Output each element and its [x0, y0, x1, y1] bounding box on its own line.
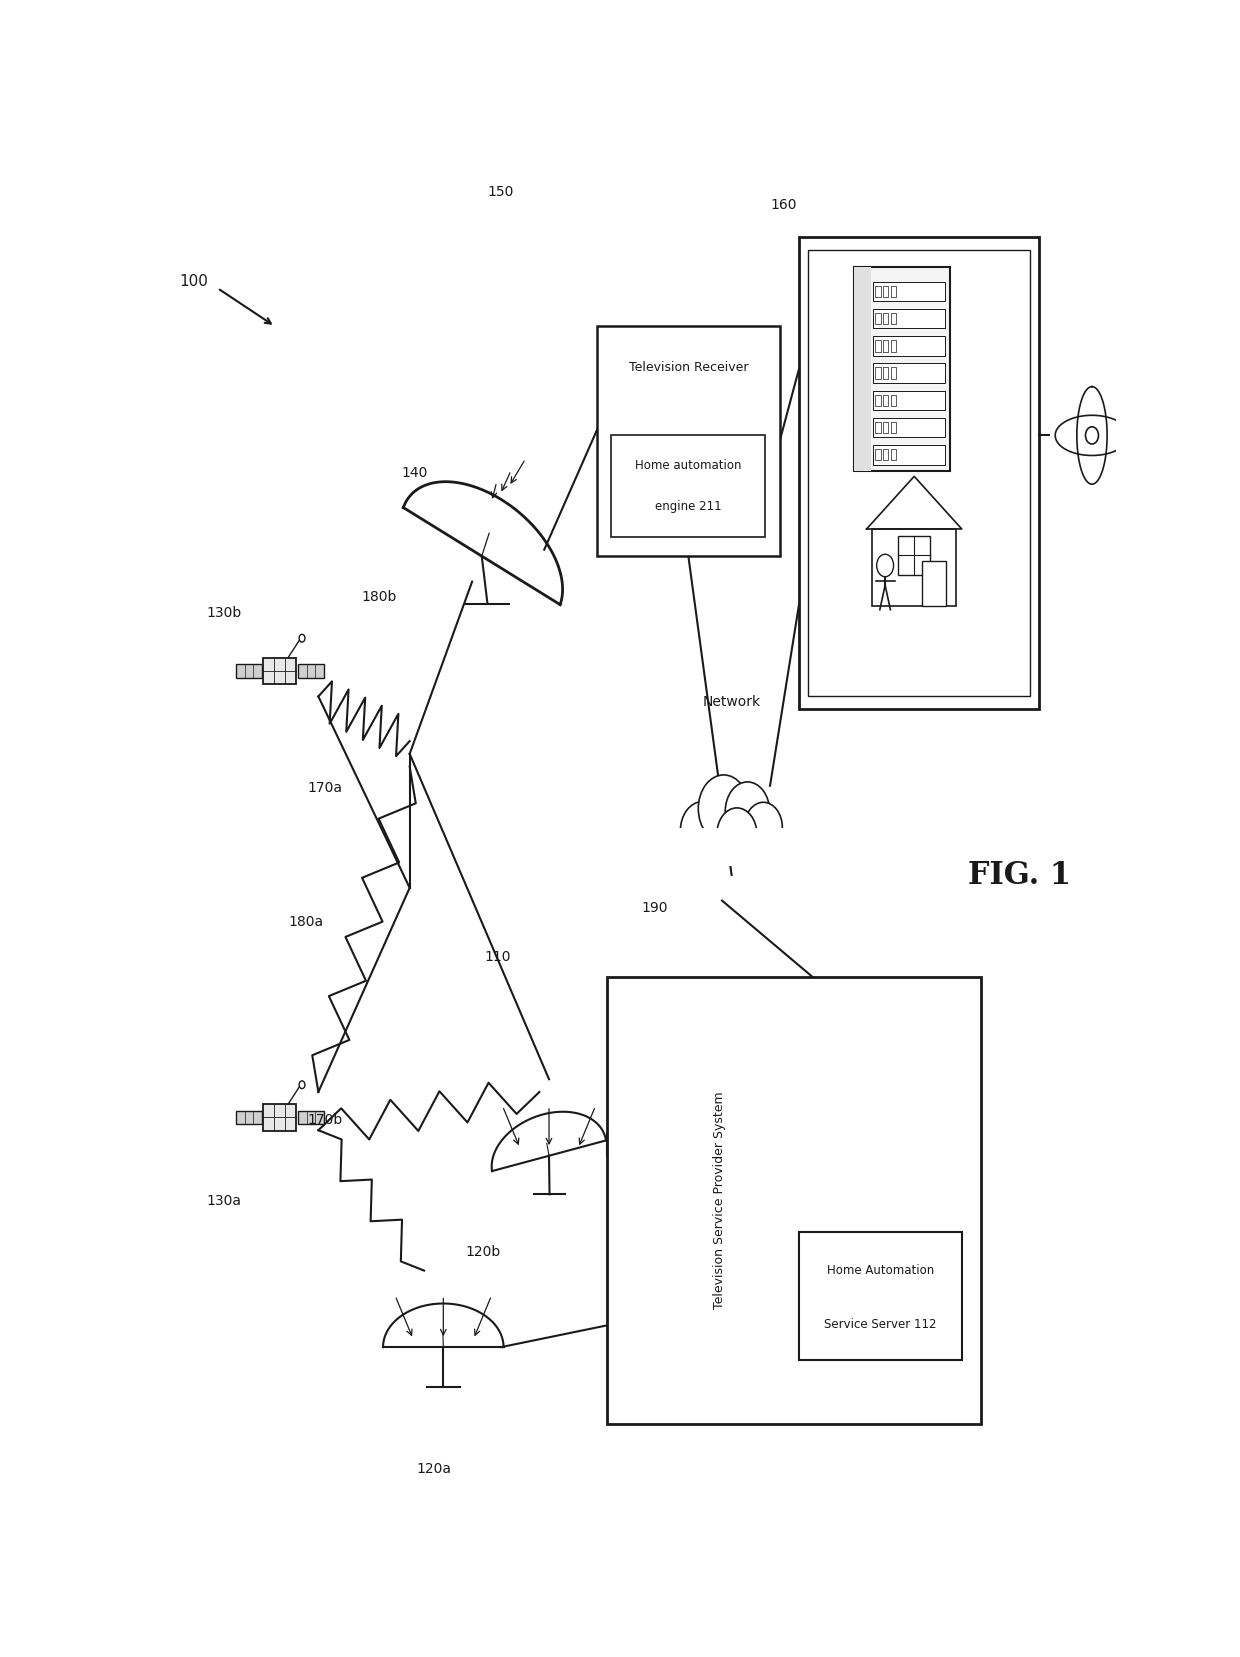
- Text: 130a: 130a: [207, 1195, 242, 1208]
- Bar: [883, 449, 888, 461]
- Bar: [883, 340, 888, 351]
- Bar: [873, 391, 945, 411]
- Bar: [611, 434, 765, 537]
- Bar: [873, 418, 945, 437]
- Text: Network: Network: [703, 696, 760, 709]
- Text: 140: 140: [402, 466, 428, 479]
- Text: 180b: 180b: [362, 590, 397, 603]
- Text: Home Automation: Home Automation: [827, 1264, 934, 1278]
- Text: 180a: 180a: [288, 915, 324, 930]
- Bar: [236, 1110, 262, 1123]
- Bar: [883, 394, 888, 406]
- Bar: [606, 978, 982, 1423]
- Text: engine 211: engine 211: [655, 500, 722, 512]
- Text: 160: 160: [770, 197, 796, 212]
- Bar: [883, 423, 888, 432]
- Bar: [854, 267, 950, 471]
- Text: Service Server 112: Service Server 112: [825, 1317, 936, 1331]
- Text: 100: 100: [179, 275, 208, 290]
- Circle shape: [299, 1080, 305, 1089]
- Bar: [875, 423, 880, 432]
- Bar: [875, 368, 880, 379]
- Circle shape: [299, 635, 305, 641]
- Circle shape: [681, 802, 724, 860]
- Bar: [890, 313, 897, 325]
- Bar: [883, 368, 888, 379]
- Bar: [875, 340, 880, 351]
- Bar: [873, 446, 945, 464]
- Bar: [875, 285, 880, 297]
- Bar: [883, 285, 888, 297]
- Bar: [890, 340, 897, 351]
- Circle shape: [698, 775, 749, 842]
- Bar: [875, 449, 880, 461]
- Text: 130b: 130b: [206, 606, 242, 620]
- Circle shape: [744, 802, 782, 853]
- Bar: [873, 336, 945, 356]
- Bar: [596, 326, 780, 557]
- Text: 170b: 170b: [308, 1114, 342, 1127]
- Text: 110: 110: [484, 951, 511, 964]
- Bar: [872, 529, 956, 606]
- Bar: [873, 363, 945, 383]
- Bar: [873, 308, 945, 328]
- Bar: [808, 250, 1029, 696]
- Bar: [298, 1110, 324, 1123]
- Bar: [799, 237, 1039, 709]
- Text: Television Service Provider System: Television Service Provider System: [713, 1092, 725, 1309]
- Bar: [873, 282, 945, 302]
- Bar: [678, 827, 785, 867]
- Bar: [890, 394, 897, 406]
- Bar: [854, 267, 872, 471]
- Bar: [898, 535, 930, 575]
- Text: 190: 190: [641, 900, 668, 915]
- Text: FIG. 1: FIG. 1: [968, 860, 1071, 890]
- Circle shape: [717, 809, 756, 862]
- Text: 120a: 120a: [417, 1461, 451, 1476]
- Bar: [890, 449, 897, 461]
- Bar: [875, 313, 880, 325]
- Bar: [263, 1104, 296, 1130]
- Text: 170a: 170a: [308, 780, 342, 795]
- Bar: [923, 560, 946, 606]
- Bar: [890, 423, 897, 432]
- Bar: [890, 285, 897, 297]
- Bar: [883, 313, 888, 325]
- Text: Home automation: Home automation: [635, 459, 742, 472]
- Circle shape: [1085, 428, 1099, 444]
- Text: 150: 150: [487, 186, 515, 199]
- Bar: [799, 1233, 962, 1360]
- Circle shape: [877, 553, 894, 577]
- Text: 120b: 120b: [466, 1244, 501, 1259]
- Bar: [263, 658, 296, 684]
- Bar: [890, 368, 897, 379]
- Bar: [236, 664, 262, 678]
- Text: Television Receiver: Television Receiver: [629, 361, 748, 374]
- Circle shape: [725, 782, 770, 840]
- Bar: [298, 664, 324, 678]
- Bar: [875, 394, 880, 406]
